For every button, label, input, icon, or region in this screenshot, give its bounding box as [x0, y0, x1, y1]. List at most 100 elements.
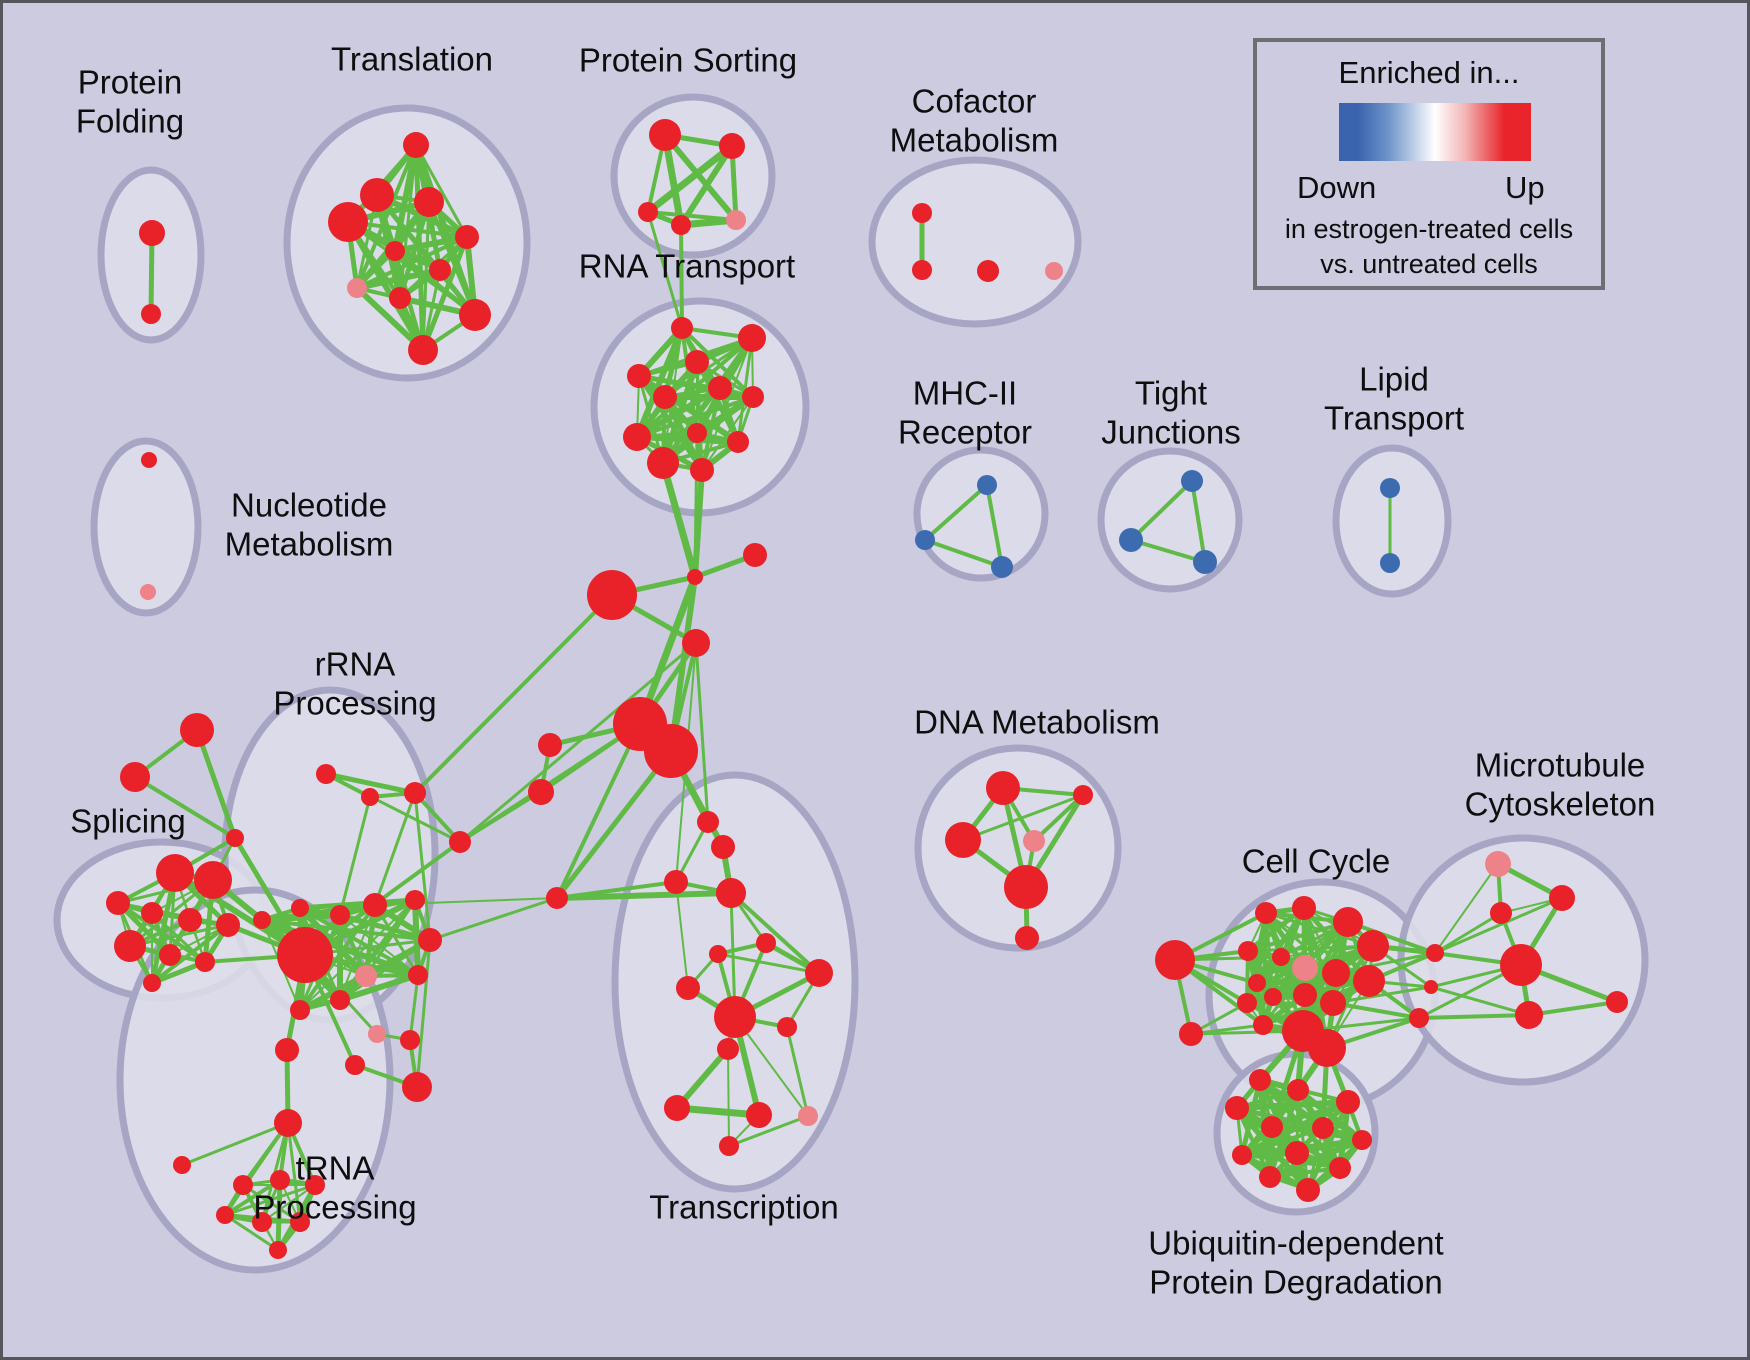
- network-node-red: [671, 215, 691, 235]
- legend-down-label: Down: [1297, 170, 1377, 205]
- network-node-red: [429, 259, 451, 281]
- network-edge: [1267, 1137, 1365, 1180]
- network-node-pink: [368, 1025, 386, 1043]
- network-node-red: [777, 1017, 797, 1037]
- cluster-label-ubiquitin-degradation: Ubiquitin-dependent: [1148, 1225, 1443, 1262]
- network-edge: [392, 234, 470, 254]
- network-node-red: [114, 930, 146, 962]
- network-edge: [133, 775, 237, 840]
- network-node-red: [664, 1095, 690, 1121]
- network-edge: [408, 973, 420, 1042]
- network-node-red: [106, 891, 130, 915]
- network-edge: [1417, 1013, 1531, 1020]
- network-node-red: [1426, 944, 1444, 962]
- network-edge: [634, 385, 723, 440]
- cluster-outline-cofactor-metabolism: [868, 156, 1082, 328]
- network-node-pink: [1045, 262, 1063, 280]
- cluster-label-tight-junctions: Tight: [1135, 375, 1207, 412]
- network-edge: [701, 396, 754, 471]
- network-node-blue: [1380, 478, 1400, 498]
- network-edge: [1429, 985, 1531, 1017]
- network-edge: [1246, 920, 1350, 953]
- network-node-red: [178, 908, 202, 932]
- network-node-red: [708, 376, 732, 400]
- network-node-red: [742, 386, 764, 408]
- network-node-red: [408, 965, 428, 985]
- network-edge: [662, 132, 739, 223]
- network-edge: [458, 641, 698, 844]
- network-node-red: [400, 1030, 420, 1050]
- network-node-red: [403, 132, 429, 158]
- network-edge: [298, 903, 377, 1012]
- network-node-red: [216, 913, 240, 937]
- network-edge: [413, 791, 462, 844]
- network-node-red: [1490, 902, 1512, 924]
- network-node-red: [269, 1241, 287, 1259]
- network-edge: [659, 459, 699, 581]
- network-edge: [716, 952, 821, 975]
- cluster-label-nucleotide-metabolism: Nucleotide: [231, 487, 387, 524]
- network-node-red: [1261, 1116, 1283, 1138]
- network-edge: [414, 143, 469, 239]
- network-node-red: [1264, 988, 1282, 1006]
- network-node-red: [671, 317, 693, 339]
- network-node-red: [120, 762, 150, 792]
- network-edge: [679, 223, 684, 330]
- network-node-red: [1293, 983, 1317, 1007]
- cluster-label-dna-metabolism: DNA Metabolism: [914, 704, 1160, 741]
- network-edge: [354, 267, 443, 291]
- network-node-red: [274, 1109, 302, 1137]
- cluster-label-trna-processing: tRNA: [296, 1150, 375, 1187]
- network-node-red: [1232, 1145, 1252, 1165]
- cluster-label-trna-processing: Processing: [253, 1189, 416, 1226]
- cluster-label-rrna-processing: rRNA: [315, 646, 396, 683]
- network-node-red: [1004, 865, 1048, 909]
- network-node-pink: [1485, 851, 1511, 877]
- network-node-red: [1255, 902, 1277, 924]
- cluster-label-cofactor-metabolism: Metabolism: [890, 122, 1059, 159]
- network-edge: [1295, 1087, 1365, 1143]
- network-edge: [298, 906, 420, 977]
- cluster-outline-mhc-ii-receptor: [913, 446, 1049, 582]
- network-edge: [374, 897, 558, 906]
- network-edge: [1129, 538, 1207, 564]
- network-node-red: [233, 1175, 253, 1195]
- network-node-red: [676, 976, 700, 1000]
- network-edge: [1255, 920, 1350, 985]
- network-edge: [678, 143, 735, 228]
- network-node-red: [1409, 1008, 1429, 1028]
- network-node-red: [455, 225, 479, 249]
- network-node-red: [328, 202, 368, 242]
- cluster-label-microtubule-cytoskeleton: Microtubule: [1475, 747, 1646, 784]
- network-node-red: [682, 629, 710, 657]
- network-node-red: [402, 1072, 432, 1102]
- network-node-pink: [1023, 830, 1045, 852]
- network-edge: [1433, 896, 1564, 955]
- network-node-red: [685, 350, 709, 374]
- network-node-red: [141, 452, 157, 468]
- network-node-red: [141, 902, 163, 924]
- network-node-red: [664, 870, 688, 894]
- network-node-red: [538, 733, 562, 757]
- cluster-outline-nucleotide-metabolism: [90, 437, 202, 617]
- network-node-red: [709, 945, 727, 963]
- network-node-red: [449, 831, 471, 853]
- network-node-red: [330, 990, 350, 1010]
- network-edge: [635, 395, 755, 439]
- network-node-red: [194, 861, 232, 899]
- cluster-label-mhc-ii-receptor: MHC-II: [913, 375, 1017, 412]
- network-edge: [727, 1048, 730, 1147]
- network-edge: [180, 1121, 290, 1167]
- network-node-red: [360, 178, 394, 212]
- network-edge: [1346, 920, 1437, 955]
- network-node-red: [1320, 990, 1346, 1016]
- network-edge: [785, 1025, 810, 1118]
- network-node-red: [1292, 896, 1316, 920]
- network-node-red: [414, 187, 444, 217]
- network-edge: [1527, 1000, 1619, 1017]
- network-edge: [223, 1213, 280, 1252]
- network-node-red: [697, 811, 719, 833]
- network-edge: [150, 923, 230, 985]
- network-edge: [373, 903, 420, 977]
